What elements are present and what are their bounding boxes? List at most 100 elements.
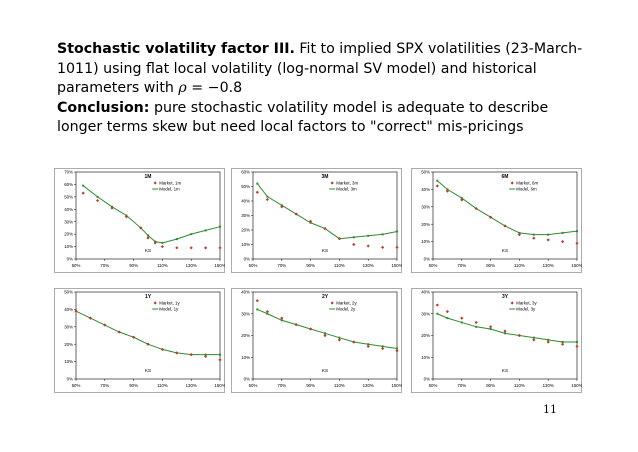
- legend-market-marker: [330, 301, 334, 305]
- market-point: [575, 344, 579, 348]
- chart-title: 1Y: [145, 294, 152, 300]
- legend-model-label: Model, 3m: [336, 187, 357, 192]
- market-point: [575, 241, 579, 245]
- model-point: [532, 336, 535, 339]
- model-point: [504, 332, 506, 335]
- x-tick-label: 130%: [543, 383, 554, 388]
- x-tick-label: 50%: [72, 263, 81, 268]
- x-tick-label: 70%: [100, 263, 109, 268]
- rho-symbol: ρ: [178, 80, 187, 96]
- model-point: [161, 241, 164, 244]
- model-point: [446, 317, 449, 320]
- market-point: [503, 224, 507, 228]
- model-point: [489, 327, 492, 330]
- chart-title: 3Y: [502, 294, 509, 300]
- y-tick-label: 20%: [421, 333, 430, 338]
- x-tick-label: 150%: [391, 263, 402, 268]
- model-point: [436, 312, 439, 315]
- conclusion-label: Conclusion:: [57, 99, 150, 116]
- chart-title: 2Y: [322, 294, 329, 300]
- market-point: [255, 190, 259, 194]
- y-tick-label: 20%: [241, 333, 250, 338]
- legend-market-label: Market, 2y: [336, 301, 357, 306]
- y-tick-label: 0%: [67, 257, 73, 262]
- x-tick-label: 50%: [429, 263, 438, 268]
- x-tick-label: 50%: [72, 383, 81, 388]
- model-point: [381, 345, 384, 348]
- chart-3y: 0% 10% 20% 30% 40% 50% 70% 90% 110% 130% 150% 3Y KS M…: [411, 288, 582, 393]
- model-point: [280, 319, 283, 322]
- market-point: [153, 241, 157, 245]
- x-tick-label: 150%: [214, 263, 225, 268]
- legend-market-marker: [510, 301, 514, 305]
- market-point: [103, 323, 107, 327]
- ks-label: KS: [502, 248, 508, 253]
- y-tick-label: 10%: [64, 244, 73, 249]
- market-point: [96, 198, 100, 203]
- ks-label: KS: [322, 368, 328, 373]
- x-tick-label: 70%: [277, 263, 286, 268]
- model-point: [266, 195, 269, 198]
- legend-market-label: Market, 1y: [159, 301, 180, 306]
- x-tick-label: 130%: [363, 263, 374, 268]
- ks-label: KS: [145, 368, 151, 373]
- y-tick-label: 50%: [241, 184, 250, 189]
- model-point: [219, 225, 221, 228]
- model-point: [460, 197, 463, 200]
- model-point: [190, 233, 193, 236]
- x-tick-label: 150%: [391, 383, 402, 388]
- model-point: [518, 231, 521, 234]
- legend-model-label: Model, 2y: [336, 307, 356, 312]
- y-tick-label: 30%: [64, 219, 73, 224]
- market-point: [445, 189, 449, 193]
- y-tick-label: 50%: [64, 194, 73, 199]
- market-point: [395, 349, 399, 353]
- model-point: [204, 353, 207, 356]
- legend-market-marker: [153, 301, 157, 305]
- chart-title: 6M: [502, 174, 509, 180]
- model-point: [576, 230, 578, 233]
- x-tick-label: 150%: [571, 263, 582, 268]
- model-point: [561, 231, 564, 234]
- market-point: [280, 205, 284, 209]
- x-tick-label: 130%: [186, 263, 197, 268]
- y-tick-label: 40%: [421, 290, 430, 295]
- y-tick-label: 0%: [67, 377, 73, 382]
- market-point: [124, 215, 128, 219]
- y-tick-label: 0%: [244, 257, 250, 262]
- model-point: [175, 238, 178, 241]
- y-tick-label: 10%: [64, 359, 73, 364]
- y-tick-label: 30%: [64, 324, 73, 329]
- x-tick-label: 90%: [129, 263, 138, 268]
- x-tick-label: 50%: [429, 383, 438, 388]
- model-point: [338, 336, 341, 339]
- x-tick-label: 110%: [157, 263, 168, 268]
- x-tick-label: 90%: [306, 263, 315, 268]
- model-point: [532, 233, 535, 236]
- y-tick-label: 10%: [421, 239, 430, 244]
- market-point: [366, 244, 370, 248]
- market-point: [517, 333, 521, 338]
- model-point: [547, 233, 550, 236]
- model-point: [475, 325, 478, 328]
- chart-6m: 0% 10% 20% 30% 40% 50% 50% 70% 90% 110% 130% 150% 6M…: [411, 168, 582, 273]
- chart-svg: 0% 10% 20% 30% 40% 50% 70% 90% 110% 130% 150% 3Y KS M…: [411, 288, 582, 393]
- chart-1y: 0% 10% 20% 30% 40% 50% 50% 70% 90% 110% 130% 150% 1Y…: [54, 288, 225, 393]
- model-point: [352, 236, 355, 239]
- legend-market-label: Market, 3m: [336, 181, 358, 186]
- model-point: [256, 182, 259, 185]
- y-tick-label: 30%: [421, 311, 430, 316]
- model-point: [436, 179, 439, 182]
- model-point: [561, 341, 564, 344]
- conclusion-paragraph: Conclusion: pure stochastic volatility m…: [57, 99, 585, 138]
- model-point: [381, 233, 384, 236]
- x-tick-label: 90%: [486, 383, 495, 388]
- market-point: [294, 323, 298, 327]
- y-tick-label: 20%: [64, 232, 73, 237]
- slide-heading: Stochastic volatility factor III.: [57, 41, 295, 57]
- legend-model-label: Model, 6m: [516, 187, 537, 192]
- ks-label: KS: [145, 248, 151, 253]
- x-tick-label: 70%: [457, 383, 466, 388]
- market-point: [503, 329, 507, 333]
- y-tick-label: 0%: [424, 377, 430, 382]
